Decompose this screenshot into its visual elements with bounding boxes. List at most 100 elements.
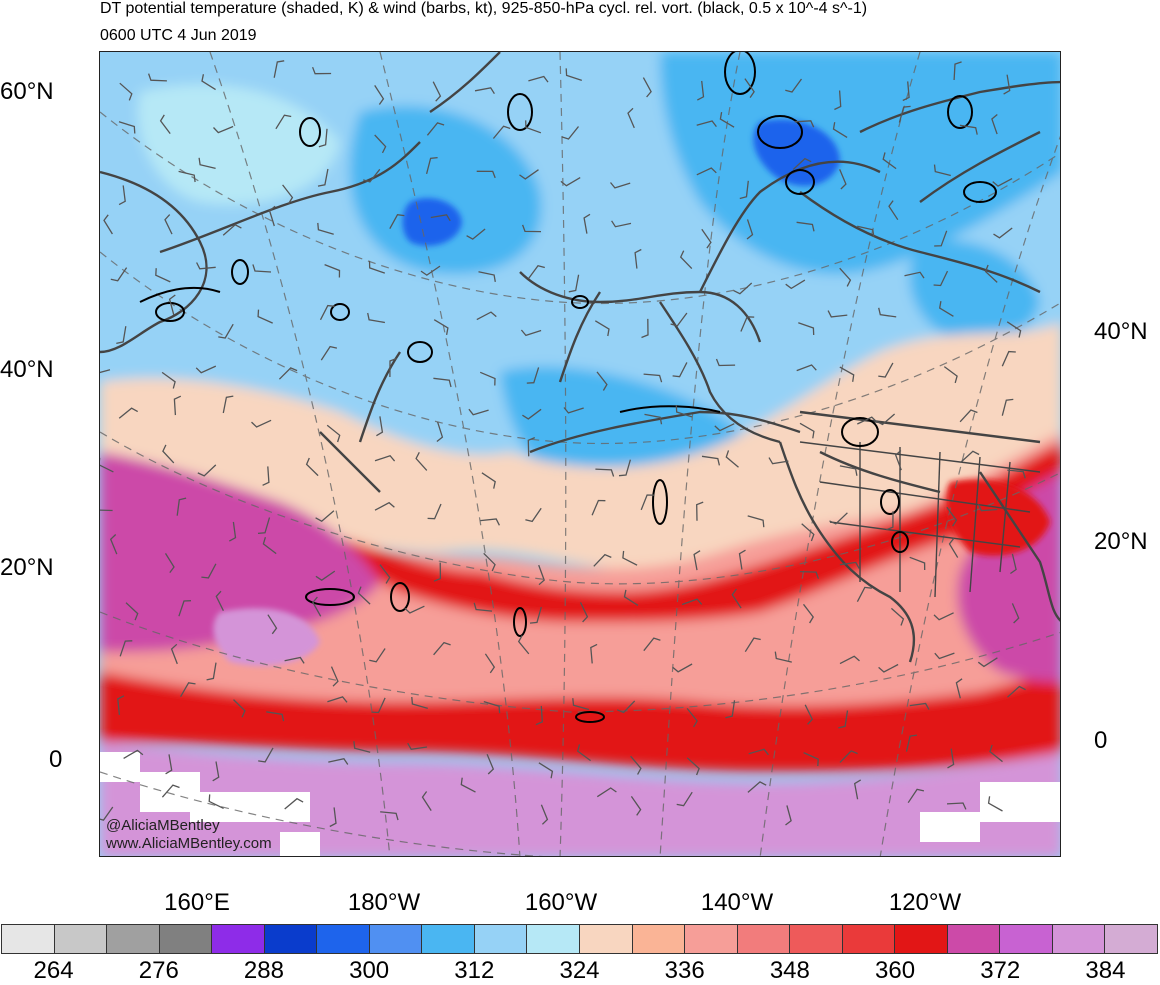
- wind-barb: [529, 606, 542, 624]
- wind-barb: [1001, 350, 1016, 367]
- wind-barb: [312, 596, 322, 617]
- wind-barb: [839, 750, 858, 763]
- wind-barb: [796, 221, 815, 232]
- wind-barb: [875, 413, 896, 426]
- wind-barb: [176, 497, 187, 516]
- wind-barb: [644, 413, 663, 425]
- wind-barb: [376, 416, 384, 437]
- wind-barb: [415, 452, 428, 471]
- wind-barb: [1006, 321, 1022, 338]
- lon-label: 120°W: [888, 889, 962, 916]
- colorbar-label: 264: [33, 957, 74, 984]
- wind-barb: [725, 450, 739, 468]
- wind-barb: [317, 222, 334, 235]
- wind-barb: [1011, 603, 1020, 624]
- wind-barb: [267, 614, 278, 635]
- wind-barb: [740, 316, 755, 332]
- wind-barb: [155, 268, 171, 283]
- wind-barb: [517, 635, 530, 655]
- wind-barb: [630, 796, 642, 816]
- wind-barb: [538, 762, 554, 779]
- cold-pool-west: [349, 105, 542, 274]
- wind-barb: [838, 710, 849, 729]
- wind-barb: [526, 367, 540, 384]
- lat-label-right: 0: [1094, 727, 1108, 754]
- wind-barb: [938, 300, 954, 317]
- wind-barb: [642, 77, 652, 98]
- wind-barb: [527, 264, 545, 279]
- wind-barb: [479, 371, 496, 386]
- colorbar-swatch: [737, 925, 791, 953]
- missing-data: [100, 752, 1060, 856]
- wind-barb: [679, 250, 693, 270]
- cold-core-2: [753, 119, 840, 186]
- wind-barb: [492, 125, 511, 139]
- wind-barb: [675, 404, 693, 418]
- wind-barb: [222, 395, 234, 414]
- wind-barb: [933, 270, 949, 287]
- tropical-blob: [213, 608, 320, 666]
- wind-barb: [180, 682, 196, 698]
- wind-barb: [353, 741, 371, 753]
- wind-barb: [672, 362, 688, 378]
- wind-barb: [420, 265, 441, 276]
- wind-barb: [804, 704, 814, 725]
- wind-barb: [315, 510, 335, 522]
- wind-barb: [436, 421, 444, 443]
- colorbar-label: 300: [349, 957, 390, 984]
- wind-barb: [563, 407, 584, 414]
- wind-barb: [609, 182, 631, 189]
- colorbar-label: 324: [559, 957, 600, 984]
- wind-barb: [380, 811, 399, 821]
- credit-website[interactable]: www.AliciaMBentley.com: [106, 835, 272, 852]
- wind-barb: [959, 409, 978, 423]
- wind-barb: [560, 177, 581, 187]
- wind-barb: [330, 666, 339, 687]
- colorbar-swatch: [527, 925, 581, 953]
- colorbar-swatch: [790, 925, 843, 953]
- wind-barb: [262, 537, 277, 555]
- wind-barb: [208, 794, 224, 809]
- wind-barb: [478, 271, 496, 283]
- wind-barb: [1010, 553, 1017, 575]
- wind-barb: [798, 322, 815, 336]
- wind-barb: [252, 264, 272, 273]
- wind-barb: [282, 184, 294, 204]
- wind-barb: [572, 698, 590, 711]
- colorbar-swatch: [842, 925, 896, 953]
- wind-barb: [594, 320, 610, 337]
- wind-barb: [785, 78, 803, 93]
- wind-barb: [178, 170, 196, 183]
- wind-barb: [583, 213, 591, 234]
- wind-barb: [839, 366, 855, 382]
- wind-barb: [714, 423, 735, 432]
- wind-barb: [746, 219, 754, 240]
- wind-barb: [676, 791, 693, 807]
- warm-band: [100, 322, 1060, 572]
- map-panel[interactable]: @AliciaMBentley www.AliciaMBentley.com: [99, 51, 1061, 857]
- colorbar-label: 312: [454, 957, 495, 984]
- wind-barb: [118, 407, 139, 419]
- wind-barb: [228, 521, 237, 542]
- lat-label-right: 40°N: [1094, 318, 1148, 345]
- wind-barb: [328, 757, 349, 765]
- coastlines: [100, 52, 1060, 663]
- wind-barb: [902, 81, 910, 102]
- wind-barb: [284, 797, 304, 810]
- colorbar-swatch: [685, 925, 738, 953]
- wind-barb: [948, 537, 959, 558]
- wind-barb: [768, 457, 789, 465]
- cold-pool-canada: [660, 52, 1060, 274]
- wind-barb: [117, 695, 125, 715]
- wind-barbs: [100, 60, 1026, 828]
- wind-barb: [725, 700, 736, 719]
- wind-barb: [747, 781, 767, 793]
- wind-barb: [829, 512, 848, 525]
- wind-barb: [100, 457, 114, 473]
- wind-barb: [907, 788, 925, 804]
- wind-barb: [433, 377, 452, 388]
- wind-barb: [374, 134, 387, 154]
- wind-barb: [696, 120, 717, 127]
- wind-barb: [686, 707, 698, 728]
- wind-barb: [201, 563, 217, 579]
